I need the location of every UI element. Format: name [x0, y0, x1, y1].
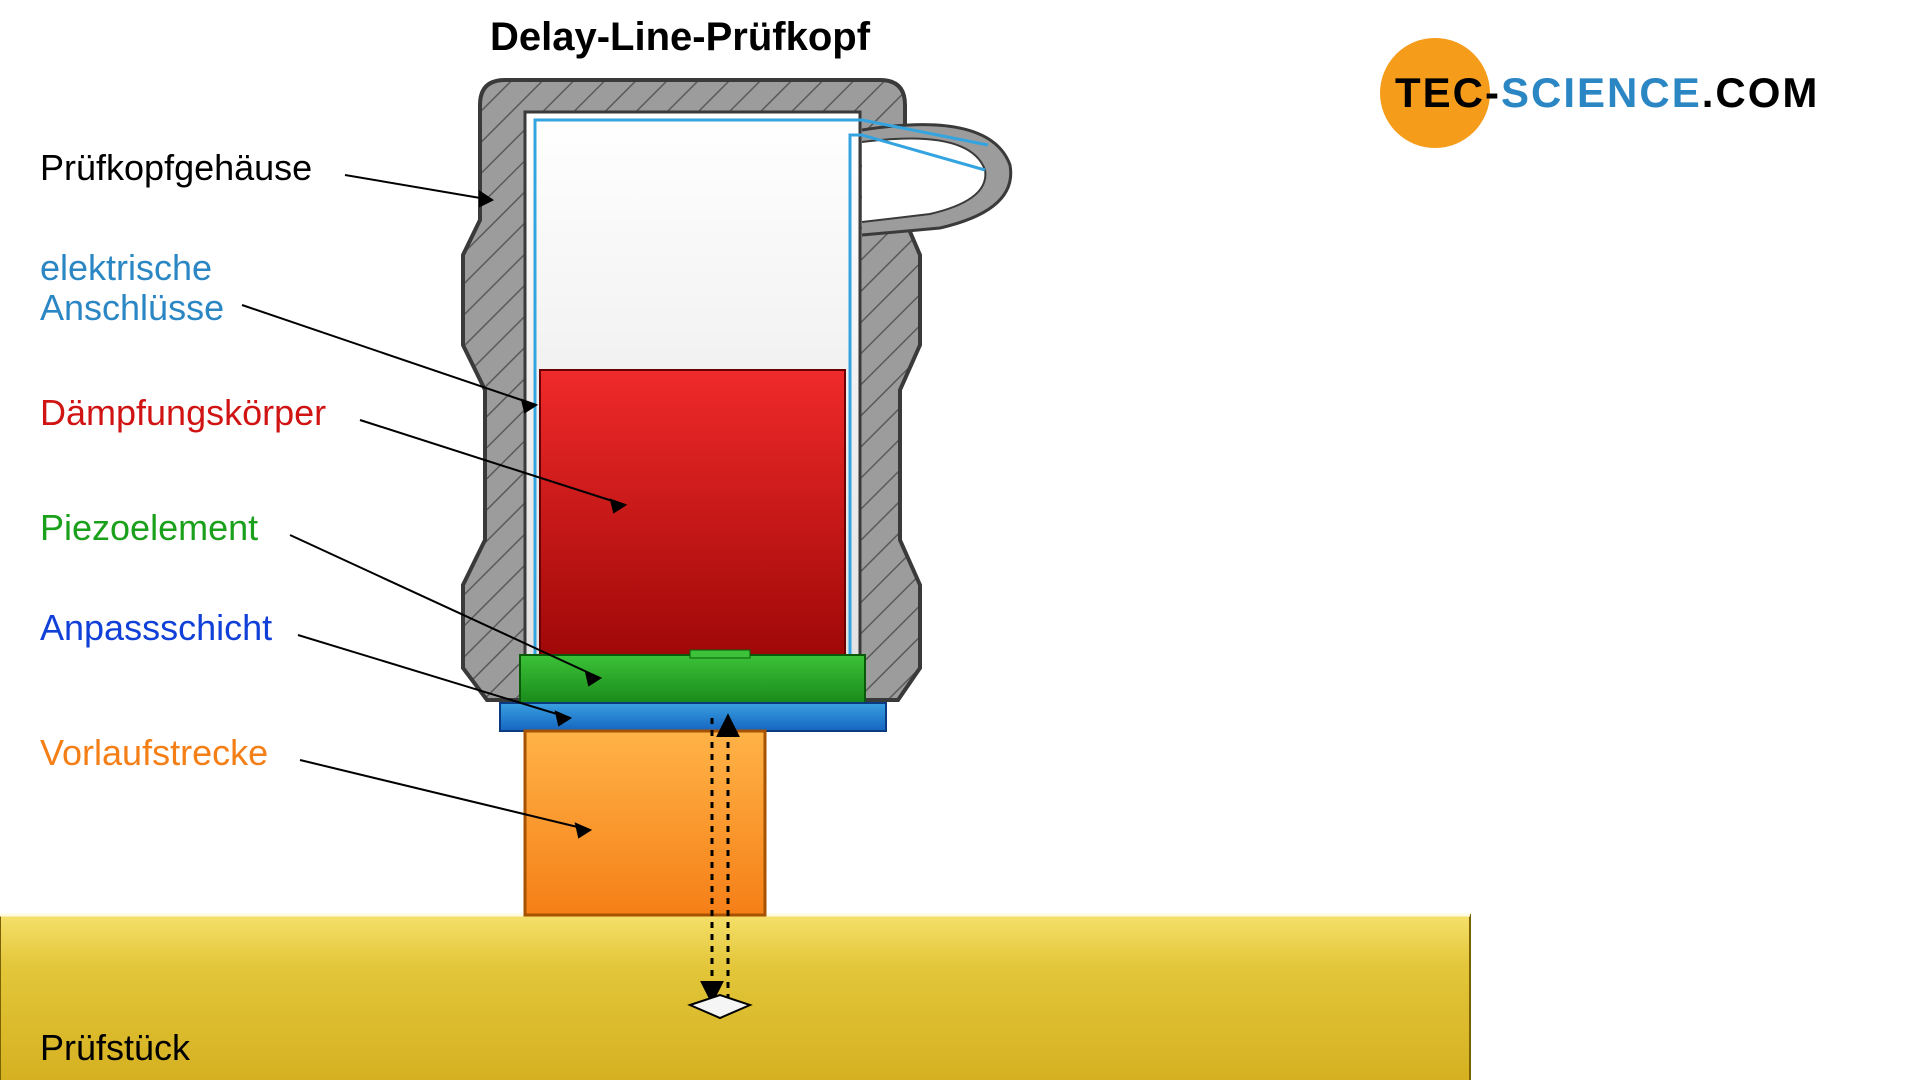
label-delayline: Vorlaufstrecke — [40, 732, 268, 773]
svg-text:TEC-SCIENCE.COM: TEC-SCIENCE.COM — [1395, 69, 1819, 116]
damper-body — [540, 370, 845, 655]
logo-text-right: .COM — [1702, 69, 1820, 116]
logo-text-left: TEC- — [1395, 69, 1501, 116]
specimen-block — [0, 915, 1470, 1080]
label-connections1: elektrische — [40, 247, 212, 288]
logo-text-middle: SCIENCE — [1501, 69, 1702, 116]
diagram-title: Delay-Line-Prüfkopf — [490, 15, 871, 59]
label-piezo: Piezoelement — [40, 507, 258, 548]
diagram-canvas: Delay-Line-Prüfkopf TEC-SCIENCE.COM — [0, 0, 1920, 1080]
label-connections2: Anschlüsse — [40, 287, 224, 328]
label-matching: Anpassschicht — [40, 607, 272, 648]
label-housing: Prüfkopfgehäuse — [40, 147, 312, 188]
piezo-element — [520, 655, 865, 703]
label-damper: Dämpfungskörper — [40, 392, 326, 433]
logo: TEC-SCIENCE.COM — [1380, 38, 1819, 148]
label-specimen: Prüfstück — [40, 1027, 191, 1068]
